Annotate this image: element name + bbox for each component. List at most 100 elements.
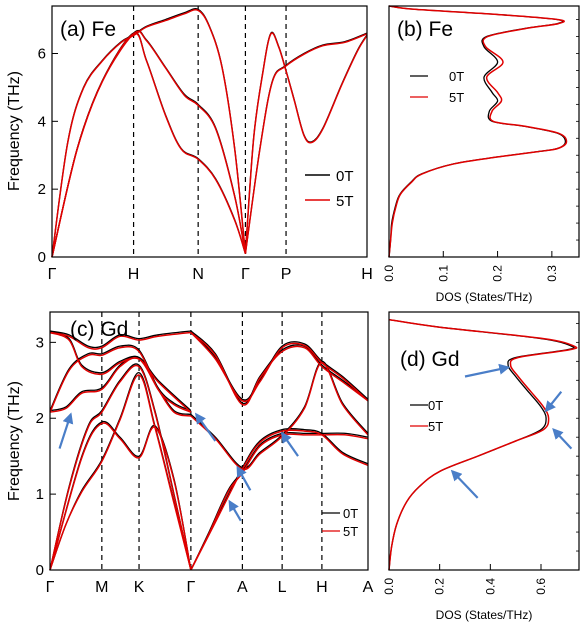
panel-a-ylabel: Frequency (THz): [6, 71, 23, 191]
panel-c-branch-5t: [190, 331, 369, 403]
panel-c-yticks: 0 1 2 3: [36, 334, 56, 579]
panel-d-frame: [388, 311, 580, 571]
panel-a-kpoint-label: Γ: [48, 266, 57, 283]
panel-c-kpoint-label: Γ: [46, 579, 55, 596]
panel-a-ytick-label: 4: [38, 113, 46, 130]
panel-c-arrows: [58, 412, 299, 522]
panel-d-xtick-label: 0.2: [433, 578, 447, 595]
panel-c-legend-0t: 0T: [343, 506, 358, 521]
panel-c-branch-0t: [190, 427, 369, 571]
panel-c-branch-5t: [49, 422, 192, 571]
panel-c-branch-5t: [190, 429, 369, 571]
panel-d-label: (d) Gd: [400, 348, 460, 371]
panel-c-branch-5t: [190, 331, 369, 406]
panel-a: (a) Fe Frequency (THz) 0 2 4 6 Γ H N Γ P H 0T 5T: [6, 5, 373, 283]
panel-c-branch-5t: [49, 357, 192, 417]
panel-b: (b) Fe 0.0 0.1 0.2 0.3 DOS (States/THz) 0T …: [382, 5, 580, 304]
panel-a-legend: 0T 5T: [305, 168, 354, 210]
panel-a-legend-0t: 0T: [336, 168, 354, 185]
panel-d-legend: 0T 5T: [410, 398, 443, 434]
panel-b-dos-0t: [388, 5, 567, 258]
panel-a-branch-5t: [244, 33, 368, 254]
panel-a-branch-5t: [244, 32, 368, 254]
panel-c-branch-0t: [49, 330, 192, 412]
panel-c-kpoint-label: L: [278, 579, 287, 596]
panel-c-frame: [49, 311, 369, 571]
panel-a-ytick-label: 6: [38, 45, 46, 62]
panel-a-kpoint-label: H: [128, 266, 140, 283]
panel-a-label: (a) Fe: [60, 18, 116, 41]
panel-b-dos-5t: [388, 5, 568, 258]
panel-a-kpoint-label: Γ: [241, 266, 250, 283]
panel-c-ytick-label: 3: [36, 334, 44, 351]
panel-c-arrow: [236, 465, 252, 491]
panel-c-kpoint-label: A: [363, 579, 374, 596]
panel-b-legend-0t: 0T: [449, 69, 464, 84]
panel-a-ytick-label: 0: [38, 249, 46, 266]
panel-c-arrow: [228, 499, 242, 522]
panel-b-xlabel: DOS (States/THz): [436, 290, 533, 304]
panel-d-xtick-label: 0.0: [382, 578, 396, 595]
panel-a-branch-5t: [51, 32, 247, 258]
panel-b-legend-5t: 5T: [449, 90, 464, 105]
panel-c-plot: [49, 312, 369, 571]
panel-c-branch-5t: [190, 433, 369, 571]
panel-b-plot: [388, 5, 579, 258]
panel-c-branch-0t: [49, 420, 192, 571]
panel-d-xtick-label: 0.4: [483, 578, 497, 595]
panel-c-ytick-label: 0: [36, 562, 44, 579]
panel-d: (d) Gd 0.0 0.2 0.4 0.6 DOS (States/THz) 0T …: [382, 311, 580, 622]
panel-d-xtick-label: 0.6: [534, 578, 548, 595]
panel-a-ytick-label: 2: [38, 181, 46, 198]
panel-d-xlabel: DOS (States/THz): [436, 608, 533, 622]
panel-d-xticks: 0.0 0.2 0.4 0.6: [382, 564, 548, 595]
panel-b-xtick-label: 0.2: [491, 265, 505, 282]
panel-a-legend-5t: 5T: [336, 193, 354, 210]
panel-c-ytick-label: 1: [36, 486, 44, 503]
panel-b-xtick-label: 0.0: [382, 265, 396, 282]
panel-d-arrow: [544, 390, 563, 413]
panel-c-branch-5t: [49, 374, 192, 571]
panel-c-branch-0t: [49, 355, 192, 416]
panel-d-arrow: [464, 363, 511, 378]
panel-b-xtick-label: 0.3: [545, 265, 559, 282]
panel-c-kpoint-label: Γ: [186, 579, 195, 596]
panel-c-kpoint-label: M: [95, 579, 108, 596]
panel-c-branch-0t: [49, 344, 192, 412]
panel-c-arrow: [58, 412, 74, 449]
panel-c-branch-0t: [49, 330, 191, 349]
panel-b-label: (b) Fe: [397, 18, 453, 41]
panel-d-arrow: [450, 469, 479, 499]
panel-c-ytick-label: 2: [36, 410, 44, 427]
panel-c-branch-5t: [49, 364, 192, 571]
panel-c-kpoint-label: K: [134, 579, 145, 596]
panel-b-frame: [388, 5, 580, 258]
panel-c-branch-5t: [49, 345, 192, 413]
panel-a-branch-5t: [51, 9, 247, 258]
panel-a-kpoint-label: P: [281, 266, 292, 283]
panel-c-legend-5t: 5T: [343, 524, 358, 539]
panel-c-kpoint-label: A: [237, 579, 248, 596]
panel-d-legend-0t: 0T: [428, 398, 443, 413]
panel-c-legend: 0T 5T: [322, 506, 358, 539]
panel-c-branch-5t: [49, 331, 191, 350]
panel-d-arrow: [552, 428, 573, 450]
panel-c: (c) Gd Frequency (THz) 0 1 2 3 Γ M K Γ A L H A 0T …: [6, 311, 374, 596]
panel-b-xticks: 0.0 0.1 0.2 0.3: [382, 251, 559, 282]
panel-a-frame: [51, 5, 368, 258]
panel-c-ylabel: Frequency (THz): [6, 381, 23, 501]
panel-d-legend-5t: 5T: [428, 419, 443, 434]
panel-c-branch-5t: [49, 331, 192, 413]
panel-c-arrow: [194, 412, 217, 442]
panel-c-branch-0t: [190, 330, 369, 405]
panel-a-yticks: 0 2 4 6: [38, 45, 58, 266]
panel-d-arrows: [450, 363, 573, 499]
panel-a-kpoint-label: N: [192, 266, 204, 283]
panel-a-plot: [51, 6, 368, 258]
panel-b-legend: 0T 5T: [410, 69, 464, 105]
panel-c-label: (c) Gd: [70, 318, 128, 341]
panel-c-branch-0t: [190, 330, 369, 401]
